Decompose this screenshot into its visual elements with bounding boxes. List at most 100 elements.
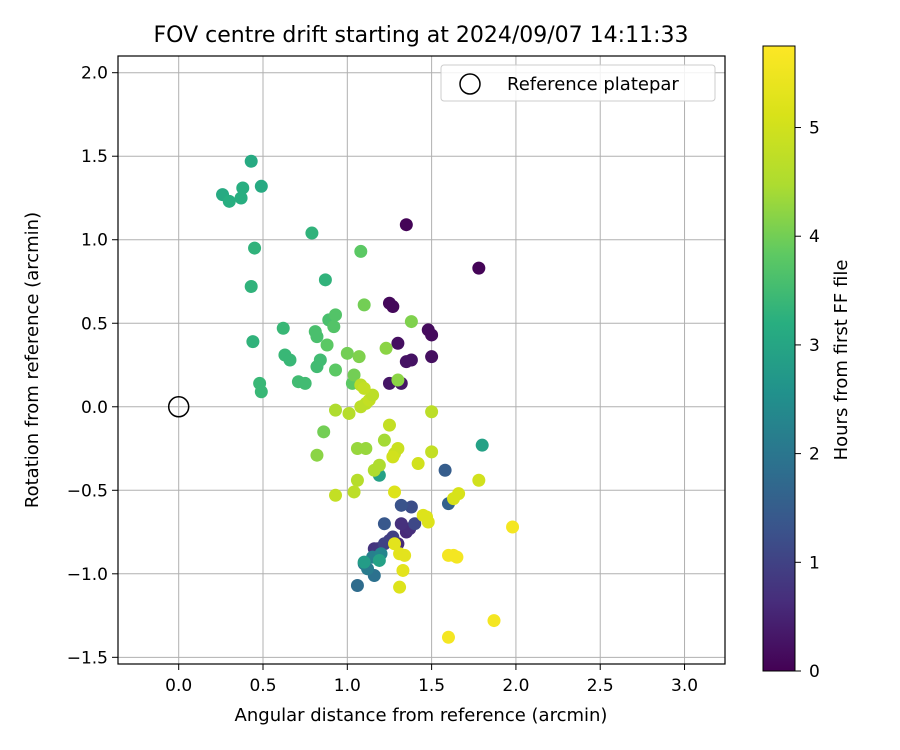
colorbar-label: Hours from first FF file — [831, 260, 852, 461]
data-point — [399, 218, 413, 232]
data-point — [254, 179, 268, 193]
data-point — [398, 548, 412, 562]
data-point — [327, 320, 341, 334]
chart-title: FOV centre drift starting at 2024/09/07 … — [154, 23, 689, 48]
data-point — [244, 280, 258, 294]
y-tick-label: −1.0 — [67, 565, 108, 585]
data-point — [359, 442, 373, 456]
data-point — [222, 194, 236, 208]
data-point — [438, 463, 452, 477]
data-point — [347, 485, 361, 499]
x-axis-label: Angular distance from reference (arcmin) — [235, 705, 608, 726]
legend-box — [440, 64, 716, 102]
data-point — [386, 300, 400, 314]
data-point — [425, 405, 439, 419]
x-tick-label: 0.5 — [249, 676, 276, 696]
data-point — [394, 498, 408, 512]
data-point — [411, 457, 425, 471]
data-point — [357, 555, 371, 569]
data-point — [298, 376, 312, 390]
data-point — [388, 485, 402, 499]
x-tick-label: 2.0 — [502, 676, 529, 696]
data-point — [408, 517, 422, 531]
legend-label: Reference platepar — [507, 74, 679, 95]
data-point — [393, 580, 407, 594]
legend: Reference platepar — [440, 64, 716, 102]
data-point — [313, 353, 327, 367]
colorbar-tick-label: 5 — [809, 119, 820, 139]
data-point — [317, 425, 331, 439]
data-point — [329, 308, 343, 322]
data-point — [248, 241, 262, 255]
data-point — [246, 335, 260, 349]
y-tick-label: 1.5 — [81, 147, 108, 167]
data-point — [352, 350, 366, 364]
data-point — [425, 445, 439, 459]
data-point — [506, 520, 520, 534]
data-point — [391, 373, 405, 387]
x-tick-label: 1.5 — [418, 676, 445, 696]
data-point — [350, 578, 364, 592]
data-point — [357, 381, 371, 395]
y-tick-label: −1.5 — [67, 648, 108, 668]
data-point — [276, 321, 290, 335]
data-point — [382, 418, 396, 432]
y-tick-label: −0.5 — [67, 481, 108, 501]
data-point — [329, 403, 343, 417]
y-axis-label: Rotation from reference (arcmin) — [22, 212, 43, 508]
colorbar-tick-label: 3 — [809, 336, 820, 356]
data-point — [310, 448, 324, 462]
data-point — [379, 341, 393, 355]
colorbar-tick-label: 4 — [809, 227, 820, 247]
data-point — [320, 338, 334, 352]
data-point — [234, 191, 248, 205]
data-point — [283, 353, 297, 367]
data-point — [388, 537, 402, 551]
data-point — [475, 438, 489, 452]
data-point — [396, 563, 410, 577]
y-tick-label: 2.0 — [81, 64, 108, 84]
data-point — [347, 368, 361, 382]
data-point — [357, 298, 371, 312]
data-point — [377, 517, 391, 531]
y-tick-label: 1.0 — [81, 231, 108, 251]
data-point — [342, 406, 356, 420]
data-point — [308, 325, 322, 339]
data-point — [244, 154, 258, 168]
data-point — [391, 336, 405, 350]
x-tick-label: 0.0 — [165, 676, 192, 696]
y-tick-label: 0.5 — [81, 314, 108, 334]
x-tick-label: 3.0 — [671, 676, 698, 696]
colorbar: 0 1 2 3 4 5 Hours from first FF file — [762, 45, 852, 682]
data-point — [318, 273, 332, 287]
data-point — [404, 500, 418, 514]
data-point — [404, 315, 418, 329]
data-point — [329, 488, 343, 502]
x-tick-label: 2.5 — [587, 676, 614, 696]
data-point — [425, 350, 439, 364]
data-point — [386, 450, 400, 464]
data-point — [394, 517, 408, 531]
data-point — [420, 510, 434, 524]
data-point — [425, 328, 439, 342]
data-point — [329, 363, 343, 377]
data-point — [450, 550, 464, 564]
data-point — [447, 492, 461, 506]
data-point — [254, 385, 268, 399]
data-point — [441, 630, 455, 644]
data-point — [350, 473, 364, 487]
data-point — [367, 463, 381, 477]
data-point — [340, 346, 354, 360]
legend-open-circle-icon — [459, 73, 481, 95]
data-point — [236, 181, 250, 195]
x-tick-label: 1.0 — [334, 676, 361, 696]
colorbar-tick-label: 0 — [809, 662, 820, 682]
data-point — [377, 433, 391, 447]
data-points — [216, 154, 520, 644]
data-point — [487, 614, 501, 628]
y-tick-label: 0.0 — [81, 398, 108, 418]
data-point — [377, 537, 391, 551]
reference-platepar-marker — [167, 396, 190, 418]
data-point — [472, 261, 486, 275]
